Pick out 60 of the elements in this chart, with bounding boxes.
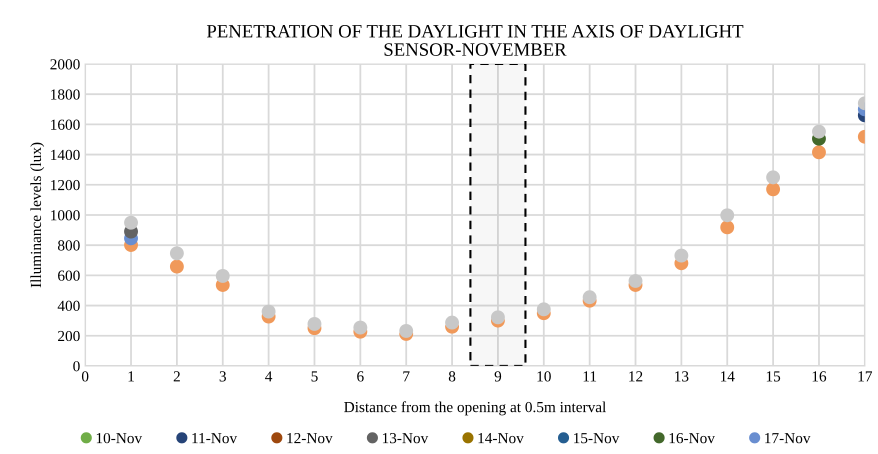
x-tick-label: 14 bbox=[720, 371, 735, 382]
point bbox=[170, 260, 184, 274]
legend-label: 12-Nov bbox=[287, 432, 333, 444]
x-tick-label: 2 bbox=[174, 371, 180, 382]
y-tick-label: 1800 bbox=[51, 89, 80, 100]
x-tick-label: 7 bbox=[403, 371, 410, 382]
legend-label: 15-Nov bbox=[574, 433, 620, 444]
point bbox=[812, 124, 826, 139]
point bbox=[766, 170, 780, 184]
y-tick-label: 1600 bbox=[51, 120, 80, 130]
y-tick-label: 800 bbox=[58, 240, 80, 251]
x-tick-label: 16 bbox=[812, 371, 826, 382]
point bbox=[124, 216, 138, 230]
y-tick-label: 1000 bbox=[51, 210, 80, 220]
point bbox=[628, 274, 642, 288]
x-tick-label: 9 bbox=[494, 371, 502, 382]
point bbox=[445, 316, 460, 330]
point bbox=[536, 302, 551, 316]
y-tick-label: 600 bbox=[58, 270, 80, 281]
x-tick-label: 13 bbox=[675, 371, 688, 382]
point bbox=[582, 290, 597, 304]
point bbox=[216, 269, 230, 283]
x-tick-label: 10 bbox=[537, 371, 551, 382]
legend-label: 10-Nov bbox=[96, 432, 142, 444]
x-tick-label: 17 bbox=[858, 371, 872, 382]
x-tick-label: 4 bbox=[265, 371, 272, 382]
point bbox=[674, 248, 688, 263]
x-tick-label: 15 bbox=[766, 371, 780, 382]
point bbox=[399, 324, 414, 338]
y-tick-label: 2000 bbox=[50, 59, 80, 70]
x-axis-title: Distance from the opening at 0.5m interval bbox=[344, 401, 606, 416]
y-tick-label: 0 bbox=[73, 361, 80, 372]
point bbox=[308, 317, 322, 331]
x-tick-label: 11 bbox=[584, 371, 596, 382]
point bbox=[170, 246, 184, 260]
legend-label: 13-Nov bbox=[382, 432, 428, 444]
y-axis-title: Illuminance levels (lux) bbox=[30, 142, 44, 288]
x-tick-label: 5 bbox=[312, 371, 318, 382]
x-tick-label: 6 bbox=[357, 371, 364, 382]
point bbox=[812, 145, 826, 160]
legend-label: 17-Nov bbox=[765, 433, 811, 444]
y-tick-label: 400 bbox=[58, 300, 80, 311]
legend-label: 11-Nov bbox=[192, 433, 238, 444]
point bbox=[720, 220, 734, 234]
legend-label: 14-Nov bbox=[478, 433, 524, 444]
x-tick-label: 12 bbox=[629, 371, 642, 382]
point bbox=[353, 320, 368, 335]
point bbox=[490, 310, 505, 324]
chart-title: PENETRATION OF THE DAYLIGHT IN THE AXIS OF DAYLIGHT SENSOR-NOVEMBER bbox=[206, 24, 744, 56]
x-tick-label: 0 bbox=[82, 371, 88, 382]
legend-label: 16-Nov bbox=[670, 432, 715, 444]
x-tick-label: 3 bbox=[220, 371, 226, 382]
x-tick-label: 8 bbox=[448, 371, 456, 382]
point bbox=[720, 208, 734, 222]
x-tick-label: 1 bbox=[128, 371, 134, 382]
y-tick-label: 1200 bbox=[51, 180, 80, 190]
y-tick-label: 1400 bbox=[51, 150, 80, 160]
point bbox=[766, 182, 780, 196]
point bbox=[262, 304, 276, 319]
y-tick-label: 200 bbox=[58, 330, 80, 342]
